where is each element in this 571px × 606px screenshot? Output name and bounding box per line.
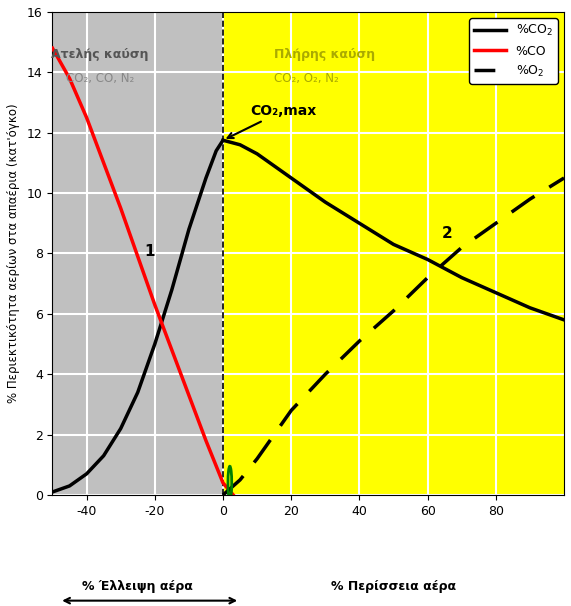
Legend: %CO$_2$, %CO, %O$_2$: %CO$_2$, %CO, %O$_2$ [469,18,558,84]
Text: 1: 1 [144,244,155,259]
Text: CO₂,max: CO₂,max [228,104,316,138]
Bar [223,12,564,495]
Text: 2: 2 [441,227,452,241]
Text: CO₂, CO, N₂: CO₂, CO, N₂ [66,72,134,85]
Bar [53,12,223,495]
Text: Ατελής καύση: Ατελής καύση [51,48,149,61]
Text: % Περίσσεια αέρα: % Περίσσεια αέρα [331,579,456,593]
Y-axis label: % Περιεκτικότητα αερίων στα απαέρια (κατ'όγκο): % Περιεκτικότητα αερίων στα απαέρια (κατ… [7,104,20,403]
Text: % Έλλειψη αέρα: % Έλλειψη αέρα [82,579,193,593]
Text: CO₂, O₂, N₂: CO₂, O₂, N₂ [274,72,339,85]
Text: Πλήρης καύση: Πλήρης καύση [274,48,375,61]
